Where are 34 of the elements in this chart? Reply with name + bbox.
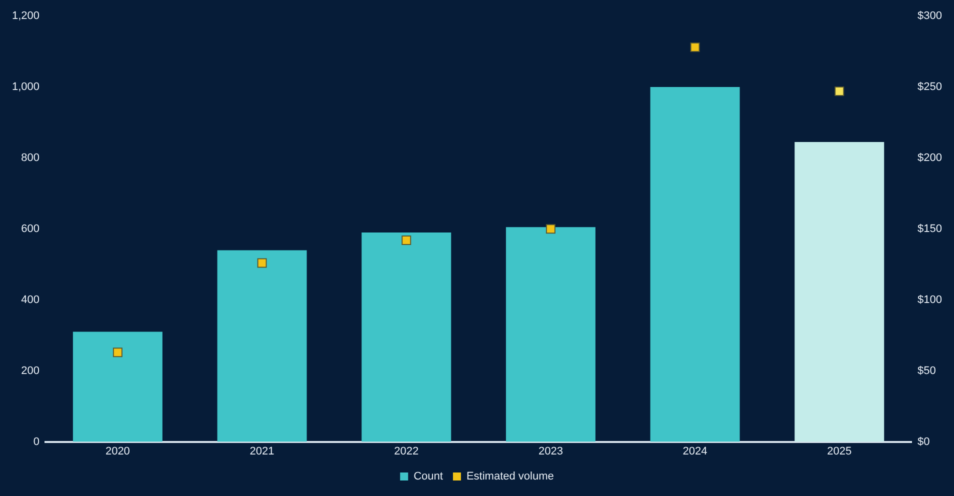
y-tick-label: 1,200 [12, 10, 40, 22]
point [546, 224, 556, 234]
bar [506, 227, 596, 442]
y2-tick-label: $50 [918, 364, 936, 377]
y2-tick-label: $150 [918, 222, 942, 235]
point [112, 348, 122, 358]
x-tick-label: 2021 [250, 445, 274, 458]
bar [217, 250, 307, 442]
x-tick-label: 2022 [394, 445, 419, 458]
y2-tick-label: $0 [918, 436, 930, 448]
y-tick-label: 0 [33, 436, 40, 448]
bar [650, 86, 740, 442]
x-tick-label: 2025 [827, 445, 852, 458]
point [257, 258, 267, 268]
y2-tick-label: $250 [918, 81, 942, 93]
point [690, 42, 700, 52]
legend-label: Count [414, 470, 443, 483]
x-tick-label: 2024 [682, 445, 708, 458]
bar [72, 332, 162, 442]
point [834, 86, 844, 96]
x-tick-label: 2020 [105, 445, 130, 458]
point [402, 236, 412, 245]
bar [362, 232, 452, 442]
y-tick-label: 1,000 [12, 81, 40, 93]
x-tick-label: 2023 [538, 445, 563, 458]
y-tick-label: 200 [21, 364, 40, 377]
legend-label: Estimated volume [466, 470, 554, 483]
y2-tick-label: $200 [918, 152, 942, 164]
bar [794, 142, 884, 442]
y-tick-label: 800 [21, 152, 40, 164]
y-tick-label: 600 [21, 222, 40, 235]
y2-tick-label: $300 [918, 10, 942, 22]
y-tick-label: 400 [21, 294, 40, 306]
y2-tick-label: $100 [918, 294, 942, 306]
